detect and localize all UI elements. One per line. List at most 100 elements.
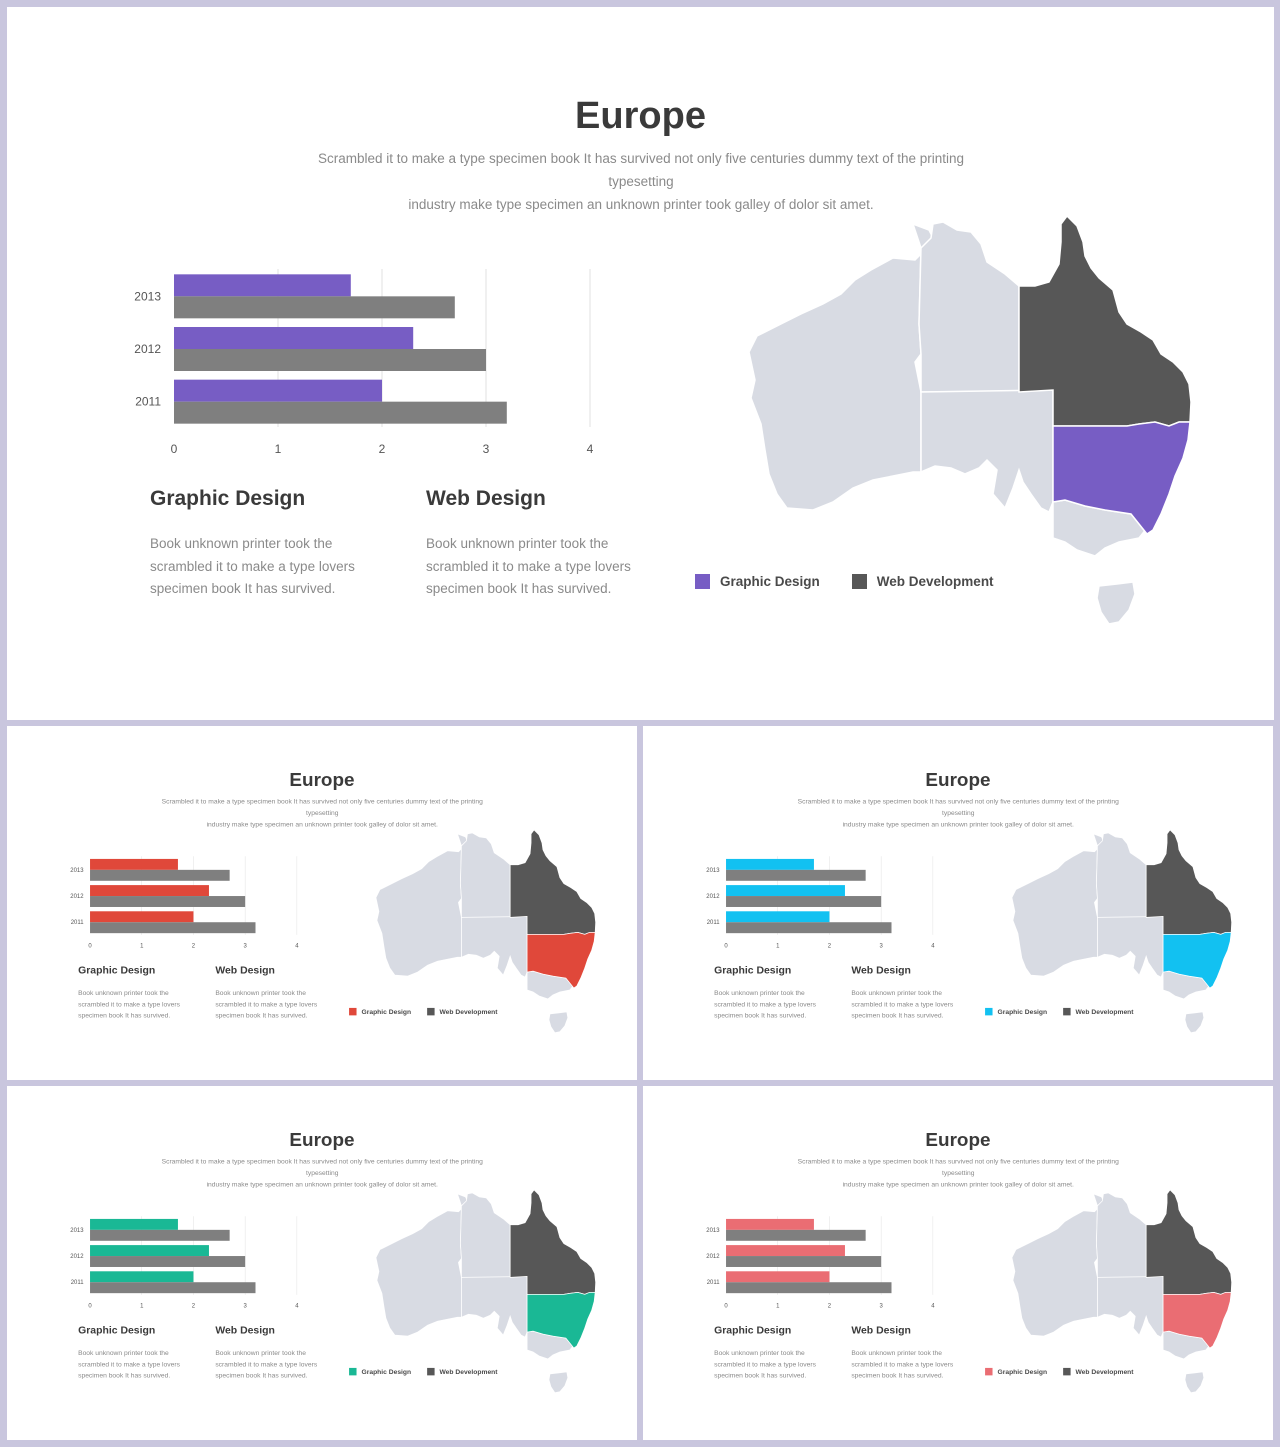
legend-label: Web Development <box>439 1367 498 1376</box>
column-text: Book unknown printer took the scrambled … <box>150 533 360 601</box>
map-region-nsw[interactable] <box>526 931 596 989</box>
slide-green[interactable]: Europe Scrambled it to make a type speci… <box>7 1086 637 1440</box>
column-text-line: specimen book It has survived. <box>78 1011 171 1019</box>
y-tick-label: 2013 <box>706 868 720 874</box>
column-graphic-design: Graphic Design Book unknown printer took… <box>150 487 390 601</box>
y-tick-label: 2012 <box>706 894 720 900</box>
slide-main[interactable]: Europe Scrambled it to make a type speci… <box>7 7 1274 720</box>
map-region-nsw[interactable] <box>1162 931 1232 989</box>
subtitle-line-1: Scrambled it to make a type specimen boo… <box>161 1157 483 1177</box>
column-text: Book unknown printer took the scrambled … <box>851 1348 955 1382</box>
bar-2012-series-2 <box>90 896 246 907</box>
x-tick-label: 2 <box>379 442 386 456</box>
y-tick-label: 2012 <box>70 894 84 900</box>
map-region-sa <box>461 1276 528 1338</box>
bar-2013-series-2 <box>726 1229 866 1241</box>
bar-2012-series-2 <box>174 349 486 371</box>
bar-2011-series-2 <box>726 1282 892 1294</box>
slide-pink[interactable]: Europe Scrambled it to make a type speci… <box>643 1086 1273 1440</box>
column-text-line: scrambled it to make a type lovers <box>851 1000 954 1008</box>
column-text-line: specimen book It has survived. <box>78 1371 171 1379</box>
column-text-line: specimen book It has survived. <box>714 1371 807 1379</box>
map-legend: Graphic Design Web Development <box>349 1367 513 1376</box>
bar-2013-series-2 <box>726 869 866 881</box>
slide-content: Europe Scrambled it to make a type speci… <box>643 1086 1273 1440</box>
x-tick-label: 0 <box>724 944 728 950</box>
legend-swatch <box>349 1007 357 1016</box>
column-text-line: specimen book It has survived. <box>851 1011 944 1019</box>
x-tick-label: 4 <box>931 944 935 950</box>
column-text: Book unknown printer took the scrambled … <box>78 1348 182 1382</box>
column-text-line: specimen book It has survived. <box>150 581 336 596</box>
map-region-sa <box>461 916 528 978</box>
map-region-nt <box>460 1192 511 1278</box>
slide-content: Europe Scrambled it to make a type speci… <box>7 1086 637 1440</box>
column-text: Book unknown printer took the scrambled … <box>215 1348 319 1382</box>
column-text-line: specimen book It has survived. <box>215 1011 308 1019</box>
x-tick-label: 1 <box>140 1304 144 1310</box>
column-heading: Graphic Design <box>78 1324 156 1337</box>
column-heading: Graphic Design <box>714 964 792 977</box>
bar-2011-series-1 <box>726 911 830 923</box>
legend-swatch <box>349 1367 357 1376</box>
legend-item-web-development: Web Development <box>427 1007 498 1016</box>
bar-chart: 0 1 2 3 4 2013 2012 2011 <box>706 1216 935 1310</box>
y-tick-label: 2011 <box>707 920 720 926</box>
column-heading: Web Design <box>215 1324 275 1337</box>
map-legend: Graphic Design Web Development <box>985 1367 1149 1376</box>
subtitle-line-2: industry make type specimen an unknown p… <box>408 197 874 212</box>
x-tick-label: 2 <box>828 1304 832 1310</box>
x-tick-label: 0 <box>171 442 178 456</box>
column-web-design: Web Design Book unknown printer took the… <box>215 965 334 1021</box>
column-text: Book unknown printer took the scrambled … <box>851 988 955 1022</box>
bar-2013-series-1 <box>90 858 178 870</box>
column-text: Book unknown printer took the scrambled … <box>714 988 818 1022</box>
x-tick-label: 2 <box>192 1304 196 1310</box>
column-text-line: Book unknown printer took the <box>426 536 609 551</box>
legend-label: Graphic Design <box>361 1007 412 1016</box>
map-region-nt <box>1096 832 1147 918</box>
legend-swatch <box>695 574 710 589</box>
legend-swatch <box>985 1367 993 1376</box>
slide-red[interactable]: Europe Scrambled it to make a type speci… <box>7 726 637 1080</box>
map-region-tas <box>548 1371 569 1394</box>
map-region-wa <box>375 833 469 977</box>
column-text-line: Book unknown printer took the <box>78 989 169 997</box>
australia-map <box>375 1189 597 1394</box>
x-tick-label: 4 <box>295 1304 299 1310</box>
column-heading: Graphic Design <box>150 487 306 510</box>
column-text-line: scrambled it to make a type lovers <box>78 1000 180 1008</box>
map-region-tas <box>1096 581 1136 625</box>
page-title: Europe <box>925 769 991 791</box>
column-graphic-design: Graphic Design Book unknown printer took… <box>78 1325 197 1381</box>
bar-2012-series-2 <box>726 1256 882 1267</box>
slide-content: Europe Scrambled it to make a type speci… <box>7 726 637 1080</box>
y-tick-label: 2012 <box>70 1254 84 1260</box>
column-text-line: Book unknown printer took the <box>851 1349 943 1357</box>
slide-cyan[interactable]: Europe Scrambled it to make a type speci… <box>643 726 1273 1080</box>
map-region-nsw[interactable] <box>526 1291 596 1349</box>
y-tick-label: 2013 <box>70 1228 84 1234</box>
map-region-nt <box>918 221 1020 393</box>
bar-chart: 0 1 2 3 4 2013 2012 2011 <box>706 856 935 950</box>
legend-label: Graphic Design <box>997 1367 1048 1376</box>
map-region-nsw[interactable] <box>1162 1291 1232 1349</box>
column-text: Book unknown printer took the scrambled … <box>215 988 319 1022</box>
map-region-wa <box>748 222 936 511</box>
page-title: Europe <box>575 95 706 137</box>
column-web-design: Web Design Book unknown printer took the… <box>851 1325 970 1381</box>
x-tick-label: 2 <box>192 944 196 950</box>
bar-chart: 0 1 2 3 4 2013 2012 2011 <box>70 856 299 950</box>
x-tick-label: 1 <box>275 442 282 456</box>
map-region-nsw[interactable] <box>1052 421 1191 536</box>
column-web-design: Web Design Book unknown printer took the… <box>215 1325 334 1381</box>
legend-item-graphic-design: Graphic Design <box>985 1007 1047 1016</box>
subtitle-line-2: industry make type specimen an unknown p… <box>842 820 1074 828</box>
column-text-line: Book unknown printer took the <box>78 1349 169 1357</box>
x-tick-label: 3 <box>880 1304 884 1310</box>
bar-2012-series-1 <box>174 327 414 349</box>
bar-2013-series-1 <box>726 858 814 870</box>
x-tick-label: 1 <box>140 944 144 950</box>
map-region-wa <box>375 1193 469 1337</box>
legend-item-graphic-design: Graphic Design <box>695 574 820 589</box>
